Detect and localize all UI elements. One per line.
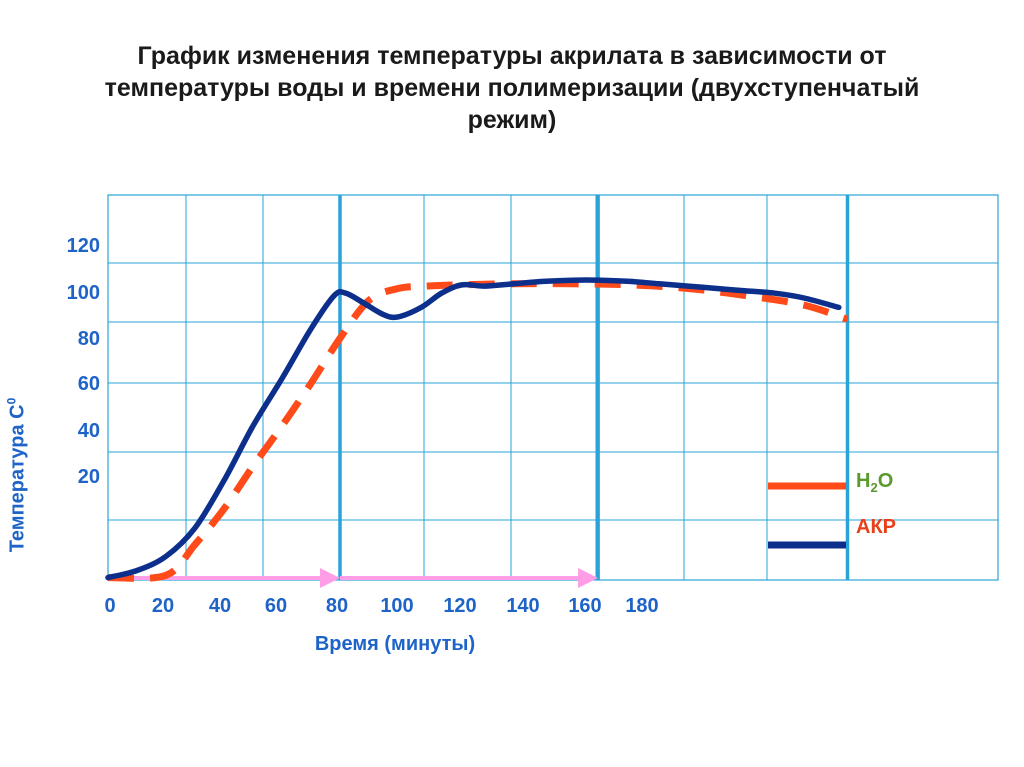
legend-h2o-sub: 2 — [870, 480, 878, 495]
y-tick-label: 120 — [67, 235, 100, 257]
x-tick-label: 0 — [104, 595, 115, 617]
y-tick-label: 40 — [78, 420, 100, 442]
y-axis-label-superscript: 0 — [4, 397, 19, 405]
x-tick-label: 60 — [265, 595, 287, 617]
x-tick-label: 140 — [506, 595, 539, 617]
legend-h2o-tail: O — [877, 470, 894, 492]
title-line-1: График изменения температуры акрилата в … — [137, 42, 887, 70]
y-axis-label-wrap: Температура С0 — [2, 380, 32, 570]
legend — [768, 482, 846, 549]
x-tick-label: 120 — [443, 595, 476, 617]
x-tick-label: 40 — [209, 595, 231, 617]
series — [105, 277, 849, 582]
series-line-akr — [105, 277, 842, 581]
y-tick-label: 20 — [78, 466, 100, 488]
x-tick-label: 180 — [625, 595, 658, 617]
y-tick-label: 60 — [78, 373, 100, 395]
legend-label-akr: АКР — [856, 516, 896, 538]
y-axis-label: Температура С0 — [5, 398, 30, 553]
page-title: График изменения температуры акрилата в … — [40, 40, 984, 136]
y-tick-label: 100 — [67, 282, 100, 304]
title-line-3: режим) — [467, 106, 557, 134]
title-line-2: температуры воды и времени полимеризации… — [104, 74, 920, 102]
tick-labels: 0 20 40 60 80 100 120 140 160 180 20 40 60 80 100 120 — [67, 235, 659, 617]
y-tick-label: 80 — [78, 328, 100, 350]
stage-lines — [338, 195, 850, 580]
y-axis-label-text: Температура С — [6, 404, 29, 553]
x-tick-label: 100 — [380, 595, 413, 617]
x-axis-label: Время (минуты) — [314, 633, 476, 655]
x-tick-label: 80 — [326, 595, 348, 617]
legend-h2o-main: H — [856, 470, 871, 492]
series-line-h2o — [107, 280, 849, 582]
legend-label-h2o: H2O — [856, 470, 893, 495]
x-tick-label: 20 — [152, 595, 174, 617]
x-tick-label: 160 — [568, 595, 601, 617]
